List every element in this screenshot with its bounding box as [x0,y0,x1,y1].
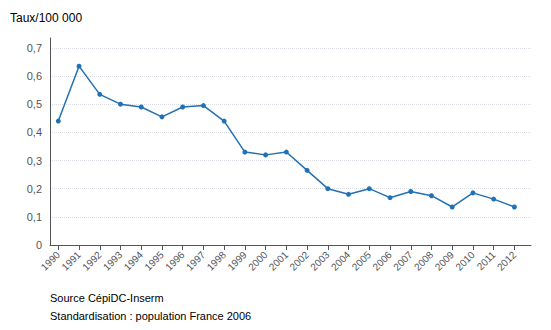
svg-text:1992: 1992 [80,249,104,273]
svg-text:1994: 1994 [122,249,146,273]
svg-text:2008: 2008 [412,249,436,273]
svg-text:0,2: 0,2 [27,183,42,195]
svg-text:2003: 2003 [308,249,332,273]
svg-text:2009: 2009 [433,249,457,273]
svg-text:1998: 1998 [205,249,229,273]
svg-text:1996: 1996 [163,249,187,273]
svg-text:0,6: 0,6 [27,70,42,82]
svg-text:1999: 1999 [225,249,249,273]
svg-text:2000: 2000 [246,249,270,273]
svg-text:0,1: 0,1 [27,211,42,223]
svg-text:Source CépiDC-Inserm: Source CépiDC-Inserm [50,292,164,304]
svg-text:1991: 1991 [59,249,83,273]
svg-text:0,7: 0,7 [27,42,42,54]
svg-text:1997: 1997 [184,249,208,273]
svg-text:0,3: 0,3 [27,155,42,167]
svg-text:2004: 2004 [329,249,353,273]
svg-text:0,5: 0,5 [27,98,42,110]
svg-text:Taux/100 000: Taux/100 000 [10,11,82,25]
svg-text:Standardisation : population F: Standardisation : population France 2006 [50,310,251,322]
svg-text:2007: 2007 [391,249,415,273]
svg-text:2012: 2012 [495,249,519,273]
svg-text:2002: 2002 [287,249,311,273]
svg-text:0,4: 0,4 [27,126,42,138]
svg-text:1995: 1995 [142,249,166,273]
svg-text:2010: 2010 [453,249,477,273]
svg-text:2011: 2011 [475,249,498,272]
svg-text:2005: 2005 [350,249,374,273]
svg-text:1990: 1990 [39,249,63,273]
svg-text:2006: 2006 [370,249,394,273]
svg-text:0: 0 [36,239,42,251]
svg-text:2001: 2001 [267,249,291,273]
svg-text:1993: 1993 [101,249,125,273]
